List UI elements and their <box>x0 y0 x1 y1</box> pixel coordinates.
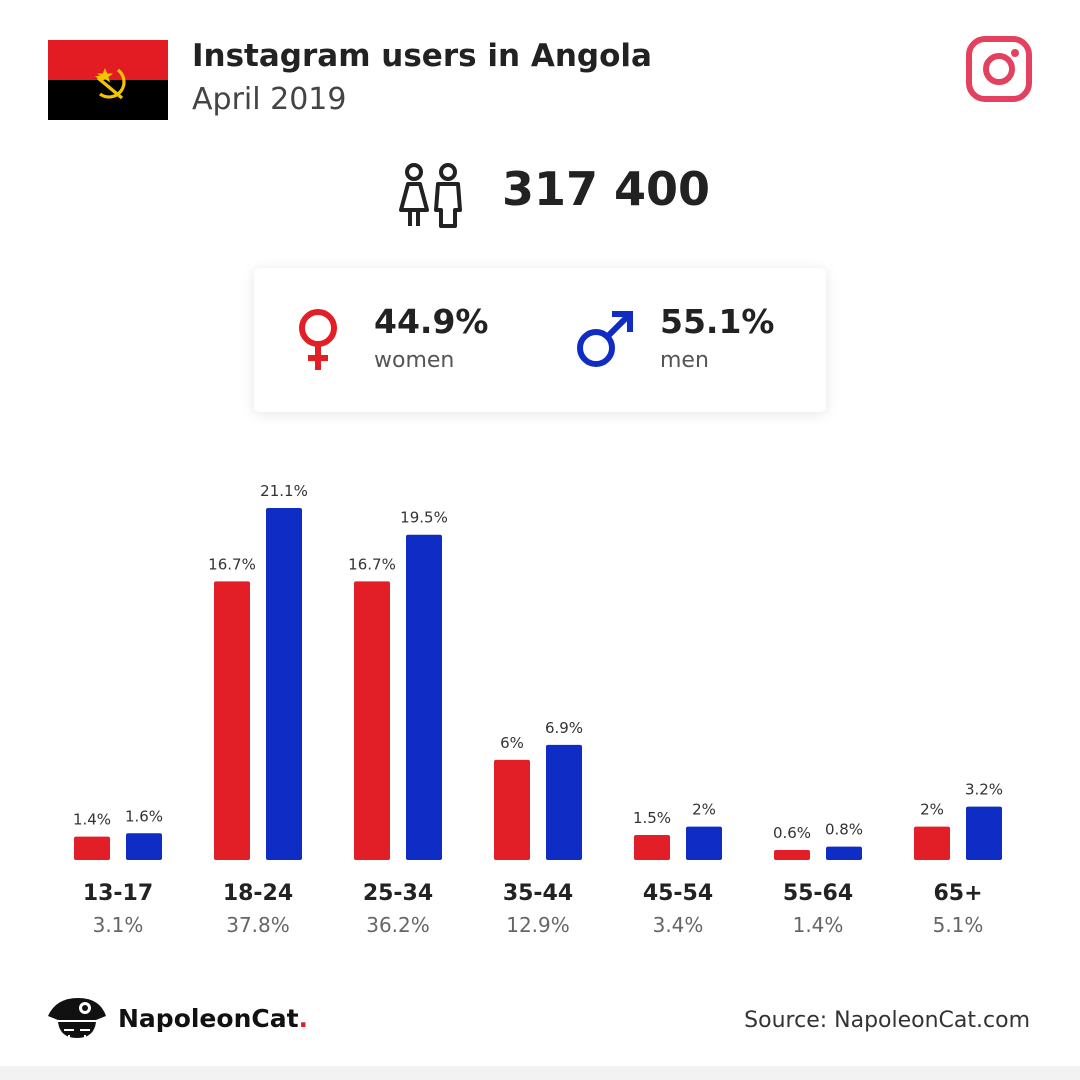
category-label-45-54: 45-54 <box>643 881 713 906</box>
bar-women-55-64 <box>774 849 810 860</box>
bar-label-men-18-24: 21.1% <box>260 482 308 500</box>
male-icon <box>577 311 633 367</box>
age-gender-bar-chart: 1.4% 1.6% 13-17 3.1% 16.7% 21.1% 18-24 37.8% 16.… <box>73 482 1003 937</box>
bar-label-men-25-34: 19.5% <box>400 509 448 527</box>
men-label: men <box>660 348 709 373</box>
category-label-35-44: 35-44 <box>503 881 573 906</box>
total-users: 317 400 <box>502 162 711 216</box>
instagram-icon <box>966 36 1032 102</box>
category-total-18-24: 37.8% <box>226 913 290 937</box>
bar-label-men-55-64: 0.8% <box>825 821 863 839</box>
brand-dot: . <box>298 1004 309 1033</box>
bar-label-women-35-44: 6% <box>500 734 524 752</box>
bar-men-18-24 <box>266 508 302 860</box>
category-total-35-44: 12.9% <box>506 913 570 937</box>
bar-women-45-54 <box>634 834 670 860</box>
brand-name: NapoleonCat. <box>118 1004 308 1033</box>
bar-label-women-55-64: 0.6% <box>773 824 811 842</box>
bottom-divider <box>0 1066 1080 1080</box>
category-total-45-54: 3.4% <box>653 913 704 937</box>
category-label-25-34: 25-34 <box>363 881 433 906</box>
source-credit: Source: NapoleonCat.com <box>744 1008 1030 1033</box>
category-total-13-17: 3.1% <box>93 913 144 937</box>
bar-men-45-54 <box>686 826 722 860</box>
bar-label-women-13-17: 1.4% <box>73 811 111 829</box>
napoleoncat-logo <box>48 998 106 1041</box>
page-title: Instagram users in Angola <box>192 38 652 74</box>
men-percentage: 55.1% <box>660 302 775 341</box>
bar-men-55-64 <box>826 846 862 860</box>
bar-men-35-44 <box>546 744 582 860</box>
brand-name-text: NapoleonCat <box>118 1004 299 1033</box>
category-total-25-34: 36.2% <box>366 913 430 937</box>
bar-label-men-13-17: 1.6% <box>125 807 163 825</box>
page-subtitle: April 2019 <box>192 82 347 117</box>
bar-label-men-45-54: 2% <box>692 801 716 819</box>
category-label-18-24: 18-24 <box>223 881 293 906</box>
category-label-13-17: 13-17 <box>83 881 153 906</box>
bar-women-25-34 <box>354 581 390 860</box>
bar-women-65+ <box>914 826 950 860</box>
bar-women-13-17 <box>74 836 110 860</box>
users-icon <box>399 163 462 228</box>
female-icon <box>299 309 337 370</box>
gender-summary-card: 44.9% women 55.1% men <box>254 268 826 412</box>
bar-label-men-35-44: 6.9% <box>545 719 583 737</box>
bar-men-13-17 <box>126 833 162 860</box>
bar-label-women-65+: 2% <box>920 801 944 819</box>
bar-men-65+ <box>966 806 1002 860</box>
women-percentage: 44.9% <box>374 302 489 341</box>
category-total-65+: 5.1% <box>933 913 984 937</box>
women-label: women <box>374 348 455 373</box>
category-label-55-64: 55-64 <box>783 881 853 906</box>
bar-label-women-25-34: 16.7% <box>348 555 396 573</box>
bar-women-35-44 <box>494 759 530 860</box>
category-total-55-64: 1.4% <box>793 913 844 937</box>
bar-label-men-65+: 3.2% <box>965 781 1003 799</box>
category-label-65+: 65+ <box>933 881 982 906</box>
bar-label-women-45-54: 1.5% <box>633 809 671 827</box>
bar-women-18-24 <box>214 581 250 860</box>
bar-label-women-18-24: 16.7% <box>208 555 256 573</box>
angola-flag-icon <box>48 40 168 120</box>
bar-men-25-34 <box>406 534 442 860</box>
